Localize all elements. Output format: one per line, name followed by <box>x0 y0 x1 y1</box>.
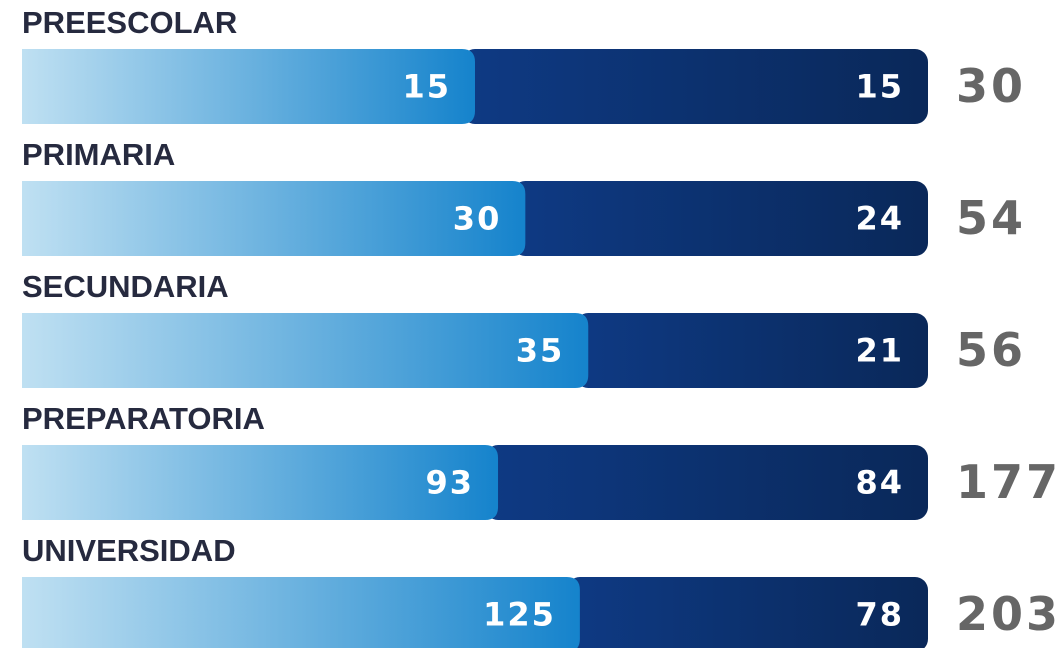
total-label: 177 <box>956 455 1061 509</box>
value-label: 35 <box>516 332 565 370</box>
bar-segment <box>22 181 526 256</box>
value-label: 24 <box>855 200 904 238</box>
value-label: 15 <box>855 68 904 106</box>
bar-segment <box>22 445 499 520</box>
value-label: 93 <box>426 464 475 502</box>
value-label: 84 <box>855 464 904 502</box>
category-label: SECUNDARIA <box>22 269 229 304</box>
total-label: 30 <box>956 59 1026 113</box>
bar-segment <box>575 313 928 388</box>
value-label: 15 <box>402 68 451 106</box>
category-label: PREESCOLAR <box>22 5 237 40</box>
bar-segment <box>462 49 928 124</box>
total-label: 203 <box>956 587 1061 641</box>
value-label: 78 <box>855 596 904 634</box>
category-label: PRIMARIA <box>22 137 175 172</box>
bar-segment <box>22 313 589 388</box>
total-label: 56 <box>956 323 1026 377</box>
category-label: PREPARATORIA <box>22 401 265 436</box>
value-label: 125 <box>483 596 556 634</box>
bar-segment <box>566 577 928 648</box>
value-label: 30 <box>453 200 502 238</box>
bar-segment <box>485 445 928 520</box>
total-label: 54 <box>956 191 1026 245</box>
bar-segment <box>22 49 475 124</box>
bar-segment <box>22 577 580 648</box>
category-label: UNIVERSIDAD <box>22 533 236 568</box>
value-label: 21 <box>855 332 904 370</box>
bar-segment <box>512 181 928 256</box>
